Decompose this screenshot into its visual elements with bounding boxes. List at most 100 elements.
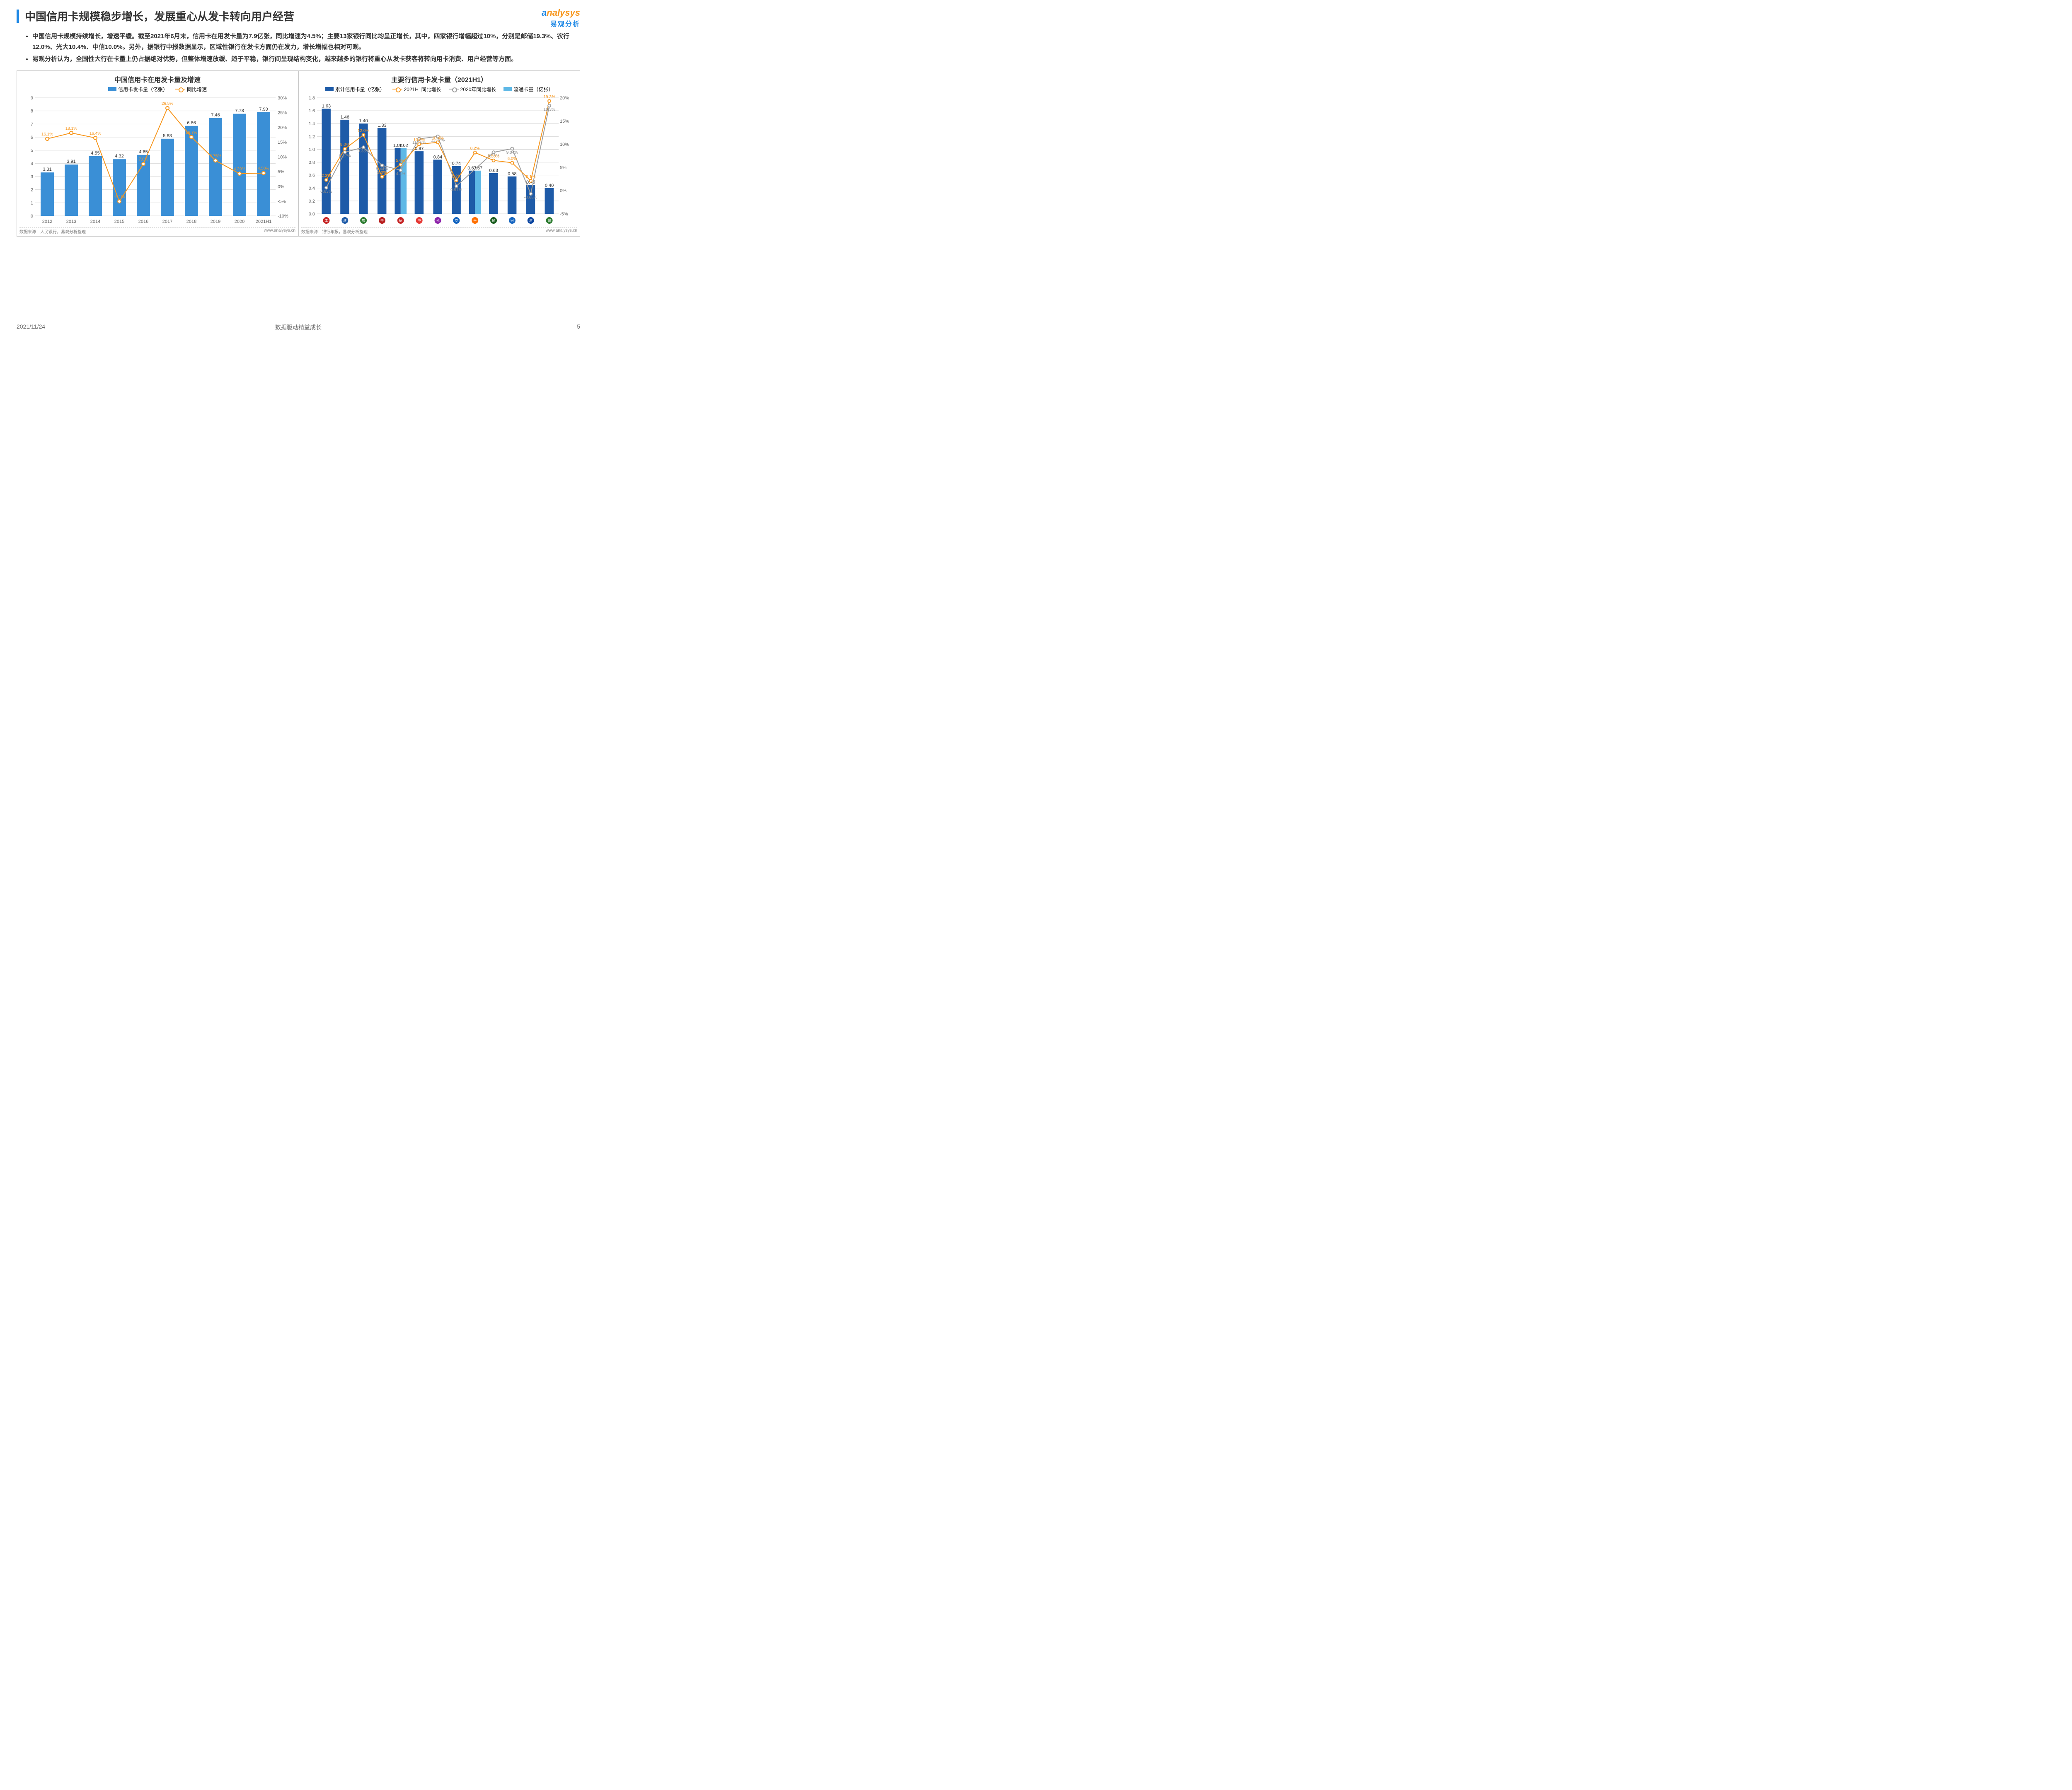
svg-text:10%: 10%: [560, 142, 569, 147]
svg-text:2014: 2014: [90, 219, 100, 224]
svg-text:-5%: -5%: [560, 212, 568, 217]
svg-text:工: 工: [324, 219, 328, 223]
svg-text:2.1%: 2.1%: [526, 174, 535, 179]
svg-text:-10%: -10%: [278, 214, 288, 219]
svg-text:民: 民: [492, 219, 495, 223]
svg-text:2016: 2016: [138, 219, 148, 224]
svg-text:1.63: 1.63: [322, 104, 331, 109]
svg-text:4.4%: 4.4%: [396, 172, 405, 176]
svg-text:1.6: 1.6: [309, 109, 315, 114]
svg-text:8.2%: 8.2%: [470, 146, 480, 151]
svg-text:2015: 2015: [114, 219, 124, 224]
svg-text:4.55: 4.55: [91, 150, 99, 155]
svg-text:0.58: 0.58: [508, 171, 516, 176]
chart2-legend: 累计信用卡量（亿张） 2021H1同比增长 2020年同比增长 流通卡量（亿张）: [301, 86, 577, 93]
svg-text:15%: 15%: [560, 119, 569, 124]
svg-text:15%: 15%: [278, 140, 287, 145]
svg-text:4.32: 4.32: [115, 154, 123, 159]
svg-text:1.46: 1.46: [341, 114, 349, 119]
svg-text:2019: 2019: [211, 219, 220, 224]
svg-text:7.78: 7.78: [235, 108, 244, 113]
svg-text:8: 8: [31, 109, 33, 114]
legend-swatch-line2: [449, 89, 459, 90]
svg-text:2: 2: [31, 187, 33, 192]
legend-swatch-line: [175, 89, 185, 90]
logo-text: nalysys: [547, 7, 580, 18]
legend-label: 2020年同比增长: [460, 86, 496, 93]
svg-text:中: 中: [380, 218, 384, 223]
bullet-list: 中国信用卡规模持续增长，增速平缓。截至2021年6月末，信用卡在用发卡量为7.9…: [0, 28, 597, 70]
svg-text:5%: 5%: [560, 165, 566, 170]
legend-label: 累计信用卡量（亿张）: [335, 86, 385, 93]
svg-text:16.7%: 16.7%: [186, 130, 197, 135]
chart-left: 中国信用卡在用发卡量及增速 信用卡发卡量（亿张） 同比增速 0123456789…: [17, 70, 298, 237]
svg-text:2.2%: 2.2%: [452, 174, 461, 179]
svg-text:6.86: 6.86: [187, 120, 196, 125]
svg-text:3.0%: 3.0%: [378, 170, 387, 175]
chart1-svg: 0123456789-10%-5%0%5%10%15%20%25%30%3.31…: [19, 94, 295, 226]
svg-text:兴: 兴: [511, 219, 514, 223]
chart2-source: 数据来源：银行年报，易观分析整理: [301, 228, 368, 235]
svg-text:邮: 邮: [548, 218, 551, 223]
svg-text:0.2: 0.2: [309, 198, 315, 203]
svg-text:3.91: 3.91: [67, 159, 75, 164]
svg-text:2020: 2020: [235, 219, 244, 224]
svg-text:8.27%: 8.27%: [339, 154, 351, 158]
svg-text:0.8: 0.8: [309, 160, 315, 165]
svg-text:1: 1: [31, 201, 33, 206]
svg-text:16.1%: 16.1%: [41, 132, 53, 137]
svg-text:2013: 2013: [66, 219, 76, 224]
logo-letter: a: [542, 7, 547, 18]
chart2-title: 主要行信用卡发卡量（2021H1）: [301, 74, 577, 84]
svg-text:0%: 0%: [278, 184, 284, 189]
svg-text:4.29%: 4.29%: [234, 167, 245, 172]
svg-text:4.50%: 4.50%: [258, 166, 269, 171]
svg-text:1.8: 1.8: [309, 96, 315, 101]
svg-text:5.6%: 5.6%: [396, 158, 405, 163]
bullet-item: 中国信用卡规模持续增长，增速平缓。截至2021年6月末，信用卡在用发卡量为7.9…: [32, 31, 572, 52]
svg-text:10.0%: 10.0%: [413, 138, 425, 143]
svg-text:6: 6: [31, 135, 33, 140]
svg-text:12.0%: 12.0%: [358, 128, 369, 133]
svg-text:0%: 0%: [560, 189, 566, 194]
svg-text:7.6%: 7.6%: [139, 157, 148, 162]
svg-text:2018: 2018: [186, 219, 196, 224]
svg-text:中: 中: [418, 218, 421, 223]
svg-text:2.3%: 2.3%: [322, 174, 331, 178]
svg-text:农: 农: [362, 218, 365, 223]
svg-text:5%: 5%: [278, 169, 284, 174]
svg-text:招: 招: [399, 218, 402, 223]
title-accent-bar: [17, 10, 19, 23]
svg-text:1.02: 1.02: [399, 143, 408, 148]
svg-text:0.63%: 0.63%: [320, 189, 332, 194]
chart1-url: www.analysys.cn: [264, 228, 295, 235]
svg-text:7: 7: [31, 122, 33, 127]
legend-label: 信用卡发卡量（亿张）: [118, 86, 168, 93]
svg-text:20%: 20%: [278, 125, 287, 130]
footer-page: 5: [577, 323, 580, 330]
svg-text:6.50%: 6.50%: [488, 154, 499, 159]
legend-label: 2021H1同比增长: [404, 86, 441, 93]
svg-text:浦: 浦: [529, 218, 533, 223]
svg-text:2012: 2012: [42, 219, 52, 224]
svg-text:5: 5: [31, 148, 33, 153]
svg-text:7.90: 7.90: [259, 106, 268, 111]
svg-text:10.4%: 10.4%: [432, 136, 443, 140]
svg-text:25%: 25%: [278, 110, 287, 115]
svg-text:2017: 2017: [162, 219, 172, 224]
svg-text:平: 平: [473, 219, 477, 223]
svg-text:2021H1: 2021H1: [256, 219, 272, 224]
svg-text:18.3%: 18.3%: [543, 107, 555, 112]
svg-text:9.0%: 9.0%: [340, 143, 350, 147]
svg-text:0: 0: [31, 214, 33, 219]
svg-text:0.0: 0.0: [309, 212, 315, 217]
chart-right: 主要行信用卡发卡量（2021H1） 累计信用卡量（亿张） 2021H1同比增长 …: [298, 70, 580, 237]
header: 中国信用卡规模稳步增长，发展重心从发卡转向用户经营 analysys 易观分析: [0, 0, 597, 28]
svg-text:30%: 30%: [278, 96, 287, 101]
legend-swatch-bar: [108, 87, 116, 91]
svg-text:1.4: 1.4: [309, 121, 315, 126]
svg-text:0.40: 0.40: [545, 183, 554, 188]
legend-swatch-bar1: [325, 87, 334, 91]
svg-text:0.4: 0.4: [309, 186, 315, 191]
svg-text:0.97%: 0.97%: [450, 188, 462, 192]
